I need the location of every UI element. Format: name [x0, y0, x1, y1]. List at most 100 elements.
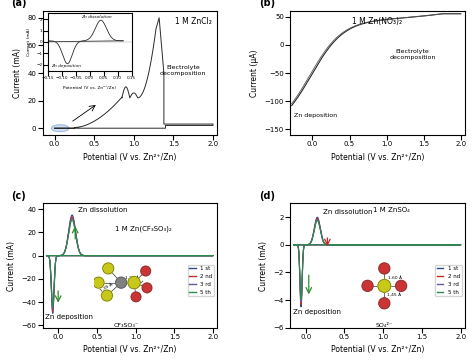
5 th	[445, 243, 451, 247]
2 nd	[50, 309, 56, 313]
1 st	[347, 243, 353, 247]
3 rd	[298, 300, 304, 304]
3 rd	[110, 253, 116, 258]
1 st	[198, 253, 203, 258]
3 rd	[100, 253, 105, 258]
5 th	[101, 253, 107, 258]
2 nd	[365, 243, 371, 247]
Text: Zn dissolution: Zn dissolution	[78, 206, 127, 213]
2 nd	[347, 243, 353, 247]
1 st	[298, 305, 304, 309]
Line: 5 th: 5 th	[294, 221, 461, 300]
5 th	[100, 253, 105, 258]
3 rd	[44, 253, 49, 258]
2 nd	[291, 243, 297, 247]
Text: 1 M ZnCl₂: 1 M ZnCl₂	[175, 17, 212, 26]
5 th	[315, 218, 320, 223]
Line: 2 nd: 2 nd	[46, 217, 213, 311]
5 th	[110, 253, 116, 258]
5 th	[349, 243, 355, 247]
2 nd	[445, 243, 451, 247]
Text: Zn deposition: Zn deposition	[292, 309, 340, 315]
3 rd	[118, 253, 124, 258]
Legend: 1 st, 2 nd, 3 rd, 5 th: 1 st, 2 nd, 3 rd, 5 th	[188, 265, 214, 296]
Text: (c): (c)	[11, 191, 26, 201]
5 th	[347, 243, 353, 247]
3 rd	[358, 243, 364, 247]
2 nd	[349, 243, 355, 247]
Line: 1 st: 1 st	[294, 217, 461, 307]
3 rd	[44, 253, 49, 258]
Text: Electrolyte
decomposition: Electrolyte decomposition	[390, 49, 436, 60]
2 nd	[358, 243, 364, 247]
5 th	[69, 218, 75, 222]
1 st	[419, 243, 425, 247]
5 th	[118, 253, 124, 258]
2 nd	[44, 253, 49, 258]
Text: Zn dissolution: Zn dissolution	[323, 209, 372, 215]
5 th	[298, 297, 304, 302]
Text: Zn deposition: Zn deposition	[45, 314, 93, 320]
2 nd	[110, 253, 116, 258]
2 nd	[298, 302, 304, 306]
Text: 1 M Zn(CF₃SO₃)₂: 1 M Zn(CF₃SO₃)₂	[115, 226, 172, 232]
1 st	[358, 243, 364, 247]
Text: Zn deposition: Zn deposition	[294, 113, 337, 118]
X-axis label: Potential (V vs. Zn²⁺/Zn): Potential (V vs. Zn²⁺/Zn)	[83, 345, 176, 355]
2 nd	[69, 214, 75, 219]
1 st	[44, 253, 49, 258]
1 st	[445, 243, 451, 247]
3 rd	[445, 243, 451, 247]
Text: 1 M ZnSO₄: 1 M ZnSO₄	[373, 207, 410, 213]
2 nd	[315, 216, 320, 221]
5 th	[365, 243, 371, 247]
Line: 5 th: 5 th	[46, 220, 213, 306]
5 th	[358, 243, 364, 247]
3 rd	[172, 253, 177, 258]
Text: (b): (b)	[259, 0, 275, 8]
Line: 1 st: 1 st	[46, 215, 213, 313]
1 st	[69, 213, 75, 217]
X-axis label: Potential (V vs. Zn²⁺/Zn): Potential (V vs. Zn²⁺/Zn)	[331, 345, 424, 355]
Line: 2 nd: 2 nd	[294, 218, 461, 304]
Line: 3 rd: 3 rd	[294, 219, 461, 302]
3 rd	[50, 306, 56, 311]
5 th	[291, 243, 297, 247]
Y-axis label: Current (mA): Current (mA)	[13, 48, 22, 98]
Ellipse shape	[51, 125, 69, 132]
5 th	[291, 243, 297, 247]
5 th	[419, 243, 425, 247]
Text: 1 M Zn(NO₃)₂: 1 M Zn(NO₃)₂	[352, 17, 402, 26]
1 st	[291, 243, 297, 247]
1 st	[172, 253, 177, 258]
2 nd	[101, 253, 107, 258]
3 rd	[291, 243, 297, 247]
2 nd	[172, 253, 177, 258]
1 st	[100, 253, 105, 258]
3 rd	[69, 216, 75, 221]
5 th	[44, 253, 49, 258]
Line: 3 rd: 3 rd	[46, 218, 213, 309]
2 nd	[291, 243, 297, 247]
5 th	[198, 253, 203, 258]
2 nd	[419, 243, 425, 247]
Y-axis label: Current (mA): Current (mA)	[259, 241, 268, 290]
1 st	[291, 243, 297, 247]
3 rd	[315, 217, 320, 222]
3 rd	[419, 243, 425, 247]
3 rd	[347, 243, 353, 247]
3 rd	[291, 243, 297, 247]
3 rd	[101, 253, 107, 258]
2 nd	[44, 253, 49, 258]
Y-axis label: Current (mA): Current (mA)	[7, 241, 16, 290]
1 st	[101, 253, 107, 258]
2 nd	[198, 253, 203, 258]
1 st	[118, 253, 124, 258]
5 th	[50, 304, 56, 309]
3 rd	[365, 243, 371, 247]
3 rd	[198, 253, 203, 258]
X-axis label: Potential (V vs. Zn²⁺/Zn): Potential (V vs. Zn²⁺/Zn)	[331, 153, 424, 162]
X-axis label: Potential (V vs. Zn²⁺/Zn): Potential (V vs. Zn²⁺/Zn)	[83, 153, 176, 162]
2 nd	[118, 253, 124, 258]
1 st	[315, 215, 320, 219]
